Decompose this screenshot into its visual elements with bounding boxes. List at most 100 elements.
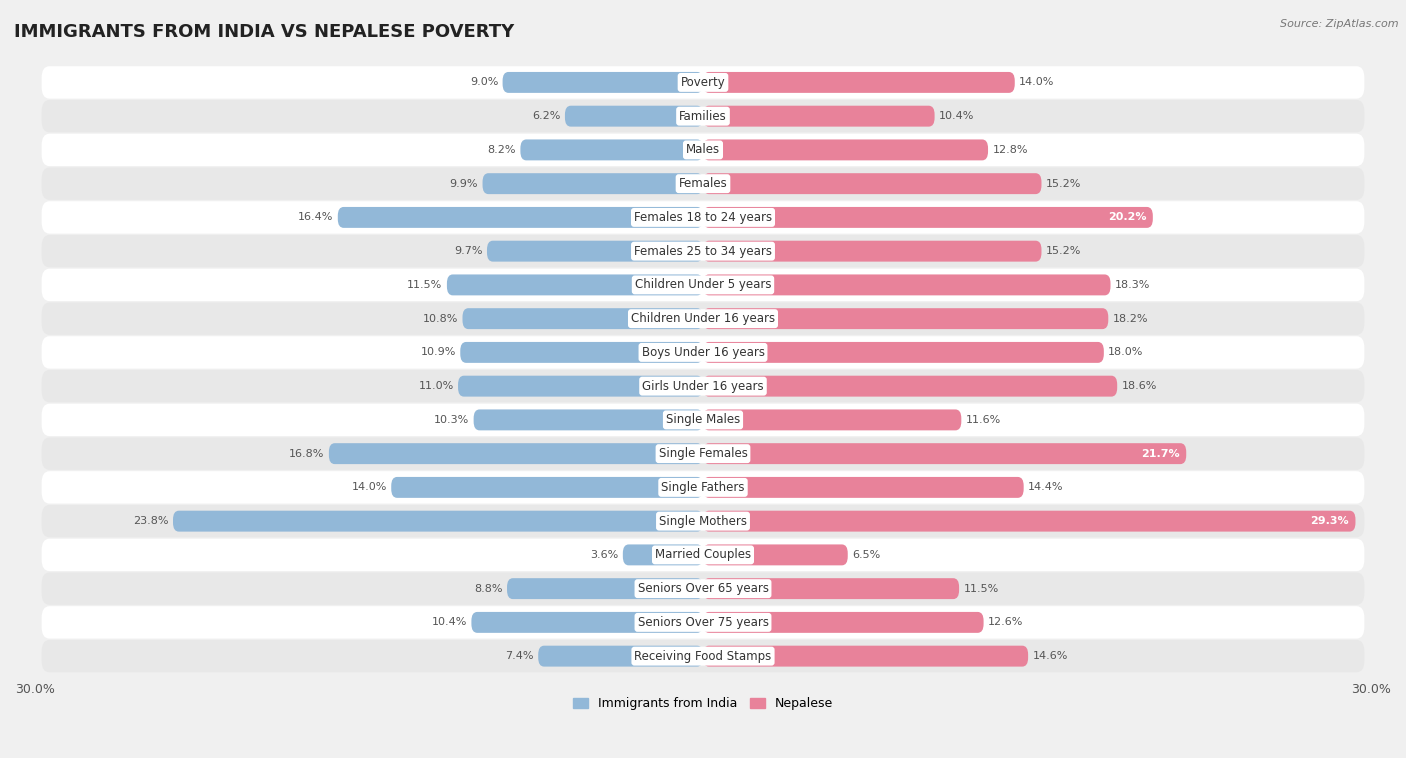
Text: Children Under 16 years: Children Under 16 years xyxy=(631,312,775,325)
Text: 6.2%: 6.2% xyxy=(531,111,561,121)
Text: 14.0%: 14.0% xyxy=(1019,77,1054,87)
Text: Single Females: Single Females xyxy=(658,447,748,460)
Text: 11.5%: 11.5% xyxy=(963,584,998,594)
FancyBboxPatch shape xyxy=(703,173,1042,194)
Text: 11.0%: 11.0% xyxy=(419,381,454,391)
FancyBboxPatch shape xyxy=(703,241,1042,262)
Text: 6.5%: 6.5% xyxy=(852,550,880,560)
Text: Females 25 to 34 years: Females 25 to 34 years xyxy=(634,245,772,258)
FancyBboxPatch shape xyxy=(703,309,1108,329)
FancyBboxPatch shape xyxy=(42,370,1364,402)
Text: 8.2%: 8.2% xyxy=(488,145,516,155)
Text: Single Males: Single Males xyxy=(666,413,740,427)
FancyBboxPatch shape xyxy=(703,342,1104,363)
FancyBboxPatch shape xyxy=(42,404,1364,436)
Text: 29.3%: 29.3% xyxy=(1310,516,1348,526)
FancyBboxPatch shape xyxy=(337,207,703,228)
FancyBboxPatch shape xyxy=(703,578,959,599)
FancyBboxPatch shape xyxy=(329,443,703,464)
Text: Girls Under 16 years: Girls Under 16 years xyxy=(643,380,763,393)
Text: 18.3%: 18.3% xyxy=(1115,280,1150,290)
Text: 10.8%: 10.8% xyxy=(423,314,458,324)
Text: 8.8%: 8.8% xyxy=(474,584,502,594)
Text: Married Couples: Married Couples xyxy=(655,548,751,562)
Text: Children Under 5 years: Children Under 5 years xyxy=(634,278,772,291)
Text: 10.3%: 10.3% xyxy=(434,415,470,425)
Text: 10.9%: 10.9% xyxy=(420,347,456,358)
FancyBboxPatch shape xyxy=(42,572,1364,605)
Text: Single Fathers: Single Fathers xyxy=(661,481,745,494)
FancyBboxPatch shape xyxy=(471,612,703,633)
Text: 16.4%: 16.4% xyxy=(298,212,333,222)
FancyBboxPatch shape xyxy=(703,612,984,633)
Text: 14.4%: 14.4% xyxy=(1028,482,1063,493)
FancyBboxPatch shape xyxy=(703,477,1024,498)
FancyBboxPatch shape xyxy=(538,646,703,666)
Text: 14.0%: 14.0% xyxy=(352,482,387,493)
Text: 12.8%: 12.8% xyxy=(993,145,1028,155)
FancyBboxPatch shape xyxy=(703,72,1015,93)
FancyBboxPatch shape xyxy=(42,640,1364,672)
FancyBboxPatch shape xyxy=(42,66,1364,99)
Text: 16.8%: 16.8% xyxy=(290,449,325,459)
FancyBboxPatch shape xyxy=(42,539,1364,571)
Text: Receiving Food Stamps: Receiving Food Stamps xyxy=(634,650,772,662)
Text: Females 18 to 24 years: Females 18 to 24 years xyxy=(634,211,772,224)
Text: Source: ZipAtlas.com: Source: ZipAtlas.com xyxy=(1281,19,1399,29)
Text: 11.5%: 11.5% xyxy=(408,280,443,290)
FancyBboxPatch shape xyxy=(703,105,935,127)
Text: Seniors Over 65 years: Seniors Over 65 years xyxy=(637,582,769,595)
FancyBboxPatch shape xyxy=(42,302,1364,335)
FancyBboxPatch shape xyxy=(703,409,962,431)
FancyBboxPatch shape xyxy=(447,274,703,296)
Text: 18.2%: 18.2% xyxy=(1112,314,1149,324)
FancyBboxPatch shape xyxy=(391,477,703,498)
Text: Seniors Over 75 years: Seniors Over 75 years xyxy=(637,616,769,629)
Text: 18.6%: 18.6% xyxy=(1122,381,1157,391)
FancyBboxPatch shape xyxy=(42,606,1364,638)
FancyBboxPatch shape xyxy=(703,376,1118,396)
Text: Poverty: Poverty xyxy=(681,76,725,89)
FancyBboxPatch shape xyxy=(703,511,1355,531)
FancyBboxPatch shape xyxy=(460,342,703,363)
Text: 21.7%: 21.7% xyxy=(1140,449,1180,459)
FancyBboxPatch shape xyxy=(458,376,703,396)
FancyBboxPatch shape xyxy=(482,173,703,194)
FancyBboxPatch shape xyxy=(42,133,1364,166)
Text: 3.6%: 3.6% xyxy=(591,550,619,560)
Text: 10.4%: 10.4% xyxy=(432,617,467,628)
Text: Boys Under 16 years: Boys Under 16 years xyxy=(641,346,765,359)
Text: 9.7%: 9.7% xyxy=(454,246,482,256)
Text: Single Mothers: Single Mothers xyxy=(659,515,747,528)
FancyBboxPatch shape xyxy=(42,168,1364,200)
Text: IMMIGRANTS FROM INDIA VS NEPALESE POVERTY: IMMIGRANTS FROM INDIA VS NEPALESE POVERT… xyxy=(14,23,515,41)
FancyBboxPatch shape xyxy=(703,274,1111,296)
Text: 11.6%: 11.6% xyxy=(966,415,1001,425)
FancyBboxPatch shape xyxy=(42,201,1364,233)
Text: 9.9%: 9.9% xyxy=(450,179,478,189)
Text: 18.0%: 18.0% xyxy=(1108,347,1143,358)
Text: Males: Males xyxy=(686,143,720,156)
FancyBboxPatch shape xyxy=(42,437,1364,470)
Text: 15.2%: 15.2% xyxy=(1046,179,1081,189)
FancyBboxPatch shape xyxy=(42,505,1364,537)
Text: 14.6%: 14.6% xyxy=(1032,651,1069,661)
FancyBboxPatch shape xyxy=(703,207,1153,228)
FancyBboxPatch shape xyxy=(42,100,1364,133)
Text: 10.4%: 10.4% xyxy=(939,111,974,121)
Text: 12.6%: 12.6% xyxy=(988,617,1024,628)
FancyBboxPatch shape xyxy=(42,268,1364,301)
FancyBboxPatch shape xyxy=(42,337,1364,368)
FancyBboxPatch shape xyxy=(173,511,703,531)
FancyBboxPatch shape xyxy=(502,72,703,93)
FancyBboxPatch shape xyxy=(486,241,703,262)
Text: 15.2%: 15.2% xyxy=(1046,246,1081,256)
FancyBboxPatch shape xyxy=(703,544,848,565)
FancyBboxPatch shape xyxy=(508,578,703,599)
Text: 9.0%: 9.0% xyxy=(470,77,498,87)
FancyBboxPatch shape xyxy=(42,235,1364,268)
FancyBboxPatch shape xyxy=(703,139,988,161)
FancyBboxPatch shape xyxy=(520,139,703,161)
Text: Families: Families xyxy=(679,110,727,123)
FancyBboxPatch shape xyxy=(623,544,703,565)
